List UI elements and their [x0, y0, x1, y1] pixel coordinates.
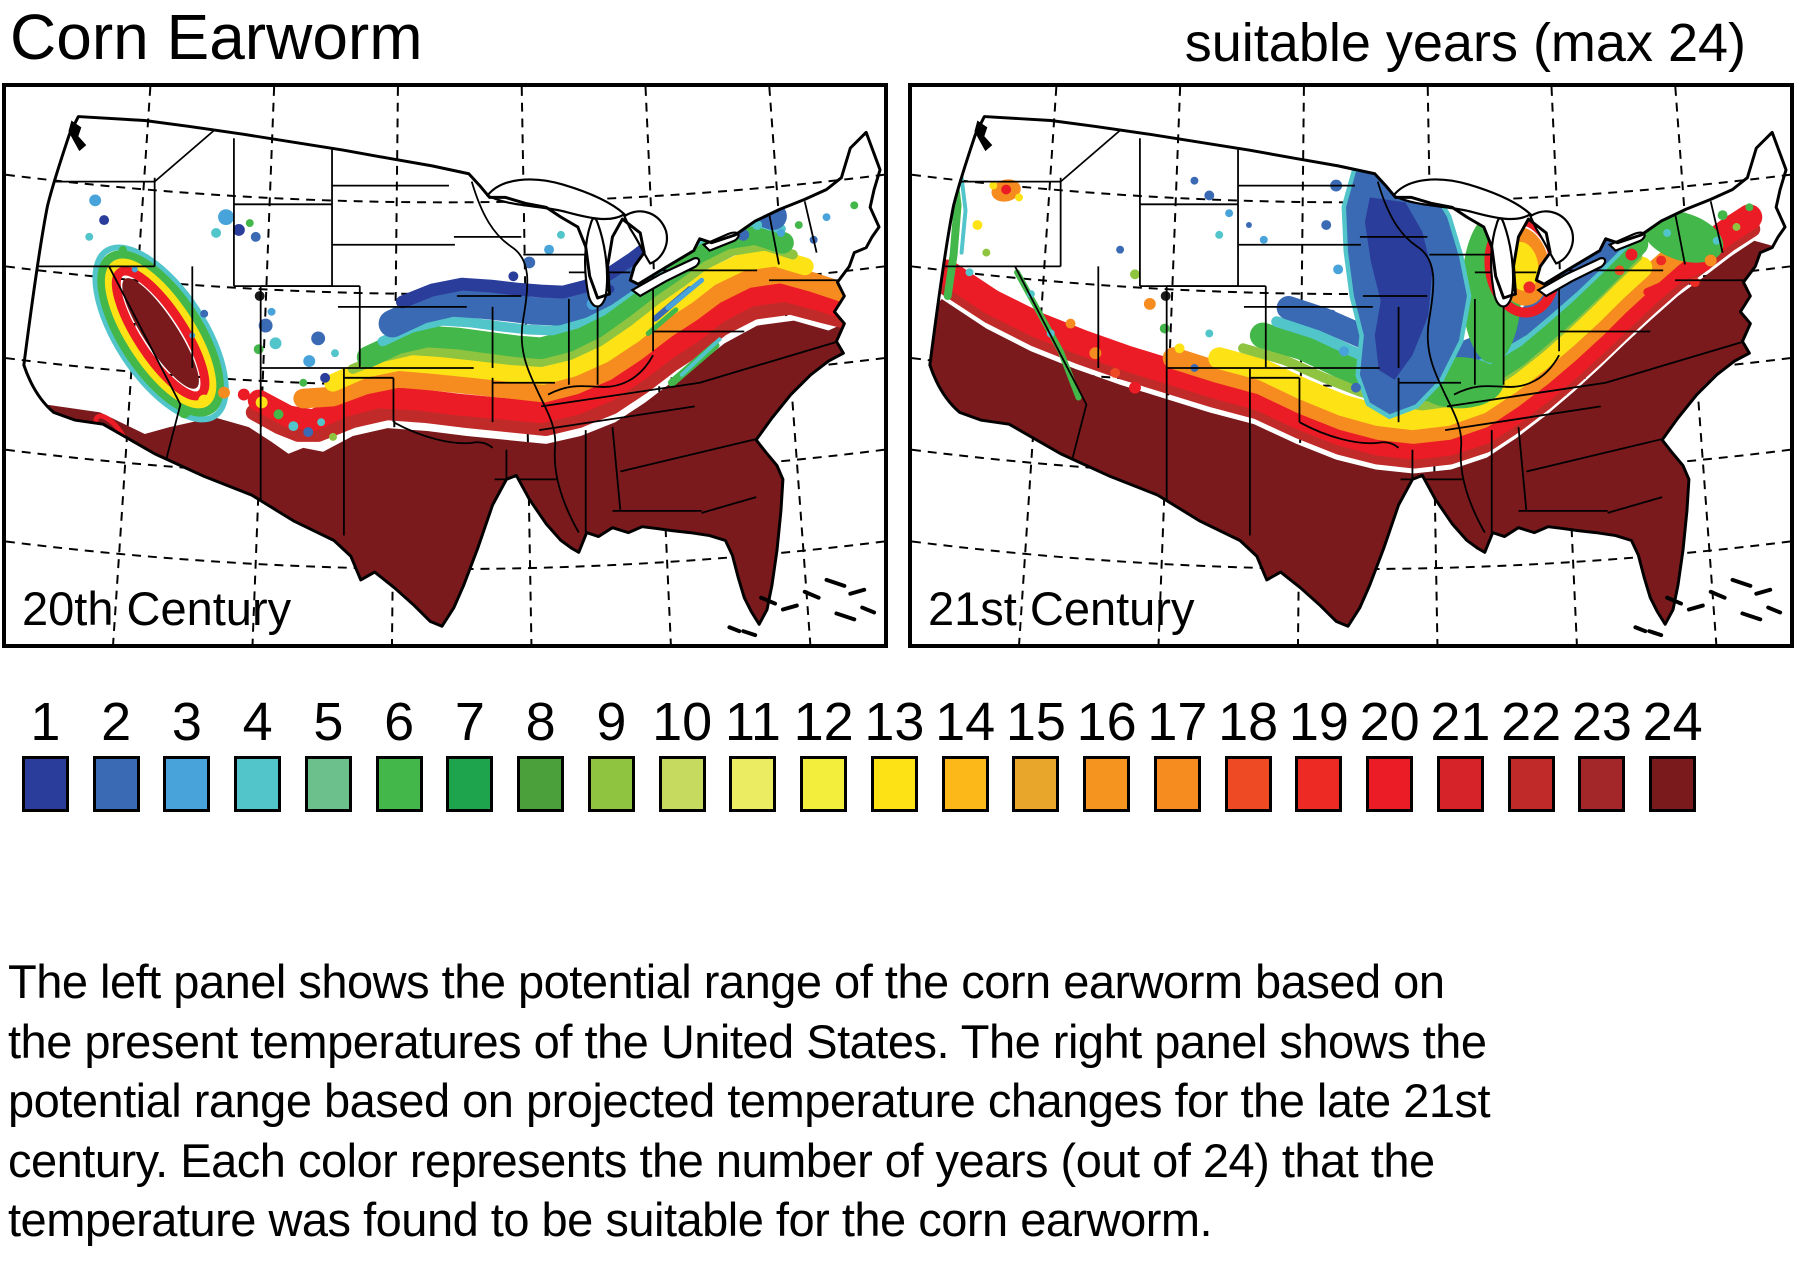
caption-line: The left panel shows the potential range… [8, 955, 1445, 1008]
legend-item-10: 10 [647, 694, 718, 812]
legend-item-16: 16 [1071, 694, 1142, 812]
great-lakes [1391, 178, 1646, 308]
legend-item-21: 21 [1425, 694, 1496, 812]
us-map-21st-century [912, 87, 1790, 644]
legend-item-9: 9 [576, 694, 647, 812]
legend-value: 6 [384, 692, 415, 752]
map-panel-20th-century: 20th Century [2, 83, 888, 648]
legend-swatch [304, 756, 352, 812]
legend-value: 22 [1501, 692, 1562, 752]
legend-value: 23 [1571, 692, 1632, 752]
legend-item-15: 15 [1001, 694, 1072, 812]
legend-value: 9 [596, 692, 627, 752]
legend-swatch [1578, 756, 1626, 812]
legend-item-17: 17 [1142, 694, 1213, 812]
legend-value: 7 [454, 692, 485, 752]
puget-sound [974, 120, 993, 152]
legend-colorbar: 1 2 3 4 5 6 7 8 9 10 11 12 13 14 15 16 17 18 19 20 21 22 23 24 [10, 694, 1708, 812]
legend-value: 5 [313, 692, 344, 752]
legend-value: 17 [1147, 692, 1208, 752]
legend-swatch [163, 756, 211, 812]
legend-swatch [1083, 756, 1131, 812]
legend-item-6: 6 [364, 694, 435, 812]
legend-swatch [658, 756, 706, 812]
legend-item-18: 18 [1213, 694, 1284, 812]
legend-swatch [800, 756, 848, 812]
great-salt-lake [254, 291, 265, 301]
figure-title: Corn Earworm [10, 1, 423, 73]
caption-line: century. Each color represents the numbe… [8, 1133, 1435, 1187]
legend-swatch [1224, 756, 1272, 812]
legend-swatch [1366, 756, 1414, 812]
legend-value: 3 [171, 692, 202, 752]
caption-line: the present temperatures of the United S… [8, 1014, 1487, 1068]
great-salt-lake [1160, 291, 1171, 301]
legend-item-14: 14 [930, 694, 1001, 812]
legend-item-22: 22 [1496, 694, 1567, 812]
legend-value: 20 [1359, 692, 1420, 752]
legend-value: 19 [1288, 692, 1349, 752]
islands [1633, 577, 1783, 638]
legend-value: 16 [1076, 692, 1137, 752]
legend-item-5: 5 [293, 694, 364, 812]
legend-value: 4 [242, 692, 273, 752]
legend-value: 1 [30, 692, 61, 752]
legend-item-2: 2 [81, 694, 152, 812]
us-coastline [22, 115, 882, 628]
legend-swatch [517, 756, 565, 812]
legend-swatch [92, 756, 140, 812]
colorbar-title: suitable years (max 24) [1184, 13, 1746, 73]
legend-swatch [870, 756, 918, 812]
caption-line: potential range based on projected tempe… [8, 1074, 1491, 1127]
us-coastline [928, 115, 1788, 628]
legend-value: 13 [864, 692, 925, 752]
legend-value: 10 [652, 692, 713, 752]
legend-swatch [446, 756, 494, 812]
legend-item-19: 19 [1284, 694, 1355, 812]
legend-swatch [941, 756, 989, 812]
great-lakes [485, 178, 740, 308]
legend-value: 21 [1430, 692, 1491, 752]
legend-item-13: 13 [859, 694, 930, 812]
legend-item-11: 11 [718, 694, 789, 812]
legend-swatch [1507, 756, 1555, 812]
legend-value: 24 [1642, 692, 1703, 752]
legend-value: 2 [101, 692, 132, 752]
figure-caption: The left panel shows the potential range… [8, 952, 1491, 1250]
legend-item-4: 4 [222, 694, 293, 812]
puget-sound [68, 120, 87, 152]
legend-swatch [21, 756, 69, 812]
us-map-20th-century [6, 87, 884, 644]
islands [727, 577, 877, 638]
legend-value: 12 [793, 692, 854, 752]
legend-swatch [375, 756, 423, 812]
legend-value: 15 [1005, 692, 1066, 752]
panel-label-21st-century: 21st Century [928, 582, 1195, 635]
legend-swatch [1295, 756, 1343, 812]
panel-label-20th-century: 20th Century [22, 582, 292, 635]
legend-value: 11 [724, 692, 781, 752]
legend-item-12: 12 [788, 694, 859, 812]
legend-item-8: 8 [505, 694, 576, 812]
legend-swatch [587, 756, 635, 812]
legend-item-24: 24 [1637, 694, 1708, 812]
map-panel-21st-century: 21st Century [908, 83, 1794, 648]
legend-value: 18 [1218, 692, 1279, 752]
legend-value: 14 [935, 692, 996, 752]
legend-item-3: 3 [152, 694, 223, 812]
legend-swatch [1436, 756, 1484, 812]
caption-line: temperature was found to be suitable for… [8, 1193, 1213, 1246]
legend-swatch [1153, 756, 1201, 812]
legend-item-23: 23 [1567, 694, 1638, 812]
legend-item-7: 7 [435, 694, 506, 812]
legend-value: 8 [525, 692, 556, 752]
legend-swatch [1012, 756, 1060, 812]
legend-swatch [729, 756, 777, 812]
legend-swatch [1649, 756, 1697, 812]
legend-item-20: 20 [1354, 694, 1425, 812]
legend-swatch [234, 756, 282, 812]
legend-item-1: 1 [10, 694, 81, 812]
state-borders [937, 126, 1763, 536]
